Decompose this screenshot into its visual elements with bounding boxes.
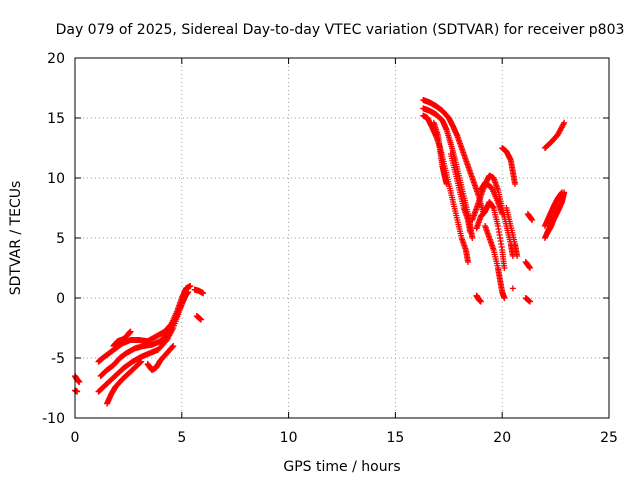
y-tick-label: 5 [56, 231, 65, 247]
y-tick-label: 10 [47, 171, 65, 187]
data-series-track [104, 358, 145, 407]
data-point-plus [501, 265, 508, 271]
data-series-track [72, 373, 83, 385]
y-tick-label: -10 [42, 411, 65, 427]
y-tick-label: 15 [47, 111, 65, 127]
data-series-track [522, 295, 533, 305]
data-series-track [72, 387, 81, 395]
data-point-plus [556, 201, 563, 208]
data-point-plus [469, 235, 476, 241]
data-point-plus [200, 290, 207, 297]
y-axis-label: SDTVAR / TECUs [8, 181, 24, 296]
data-point-plus [526, 298, 533, 305]
x-tick-label: 20 [493, 430, 511, 446]
data-point-plus [467, 229, 474, 235]
data-point-plus [76, 379, 83, 385]
data-point-plus [169, 343, 176, 350]
data-point-plus [465, 259, 472, 265]
x-tick-label: 15 [386, 430, 404, 446]
data-series-track [110, 328, 134, 349]
y-tick-label: -5 [51, 351, 65, 367]
data-series-track [524, 211, 536, 223]
data-point-plus [514, 253, 521, 259]
axis-ticks [74, 57, 610, 419]
data-point-plus [138, 358, 145, 365]
data-series-track [430, 119, 450, 187]
data-series-track [499, 145, 519, 187]
data-point-plus [499, 211, 506, 217]
y-tick-label: 0 [56, 291, 65, 307]
data-series-track [95, 283, 194, 365]
data-point-plus [443, 181, 450, 187]
data-point-plus [512, 181, 519, 187]
x-tick-label: 10 [280, 430, 298, 446]
data-series-track [144, 343, 177, 373]
data-series-track [477, 179, 506, 217]
data-series-track [447, 151, 474, 235]
x-axis-label: GPS time / hours [283, 459, 400, 475]
data-point-plus [501, 295, 508, 301]
data-series-track [541, 189, 566, 229]
data-series-track [544, 201, 563, 237]
data-point-plus [561, 119, 568, 126]
x-tick-label: 5 [177, 430, 186, 446]
data-point-plus [526, 265, 533, 271]
data-series-track [473, 292, 484, 305]
data-series-track [522, 259, 533, 271]
data-series-track [482, 223, 508, 301]
data-point-plus [477, 298, 484, 305]
grid-lines [75, 58, 609, 418]
data-point-plus [198, 316, 205, 323]
y-tick-label: 20 [47, 51, 65, 67]
data-point-plus [170, 343, 177, 349]
data-series-track [193, 313, 205, 323]
data-point-plus [529, 217, 536, 223]
data-series-track [97, 291, 190, 379]
chart-title: Day 079 of 2025, Sidereal Day-to-day VTE… [56, 22, 625, 38]
y-tick-labels: -10 -5 0 5 10 15 20 [42, 51, 65, 427]
data-point-plus [183, 291, 190, 298]
data-point-plus [137, 359, 144, 366]
data-series-track [420, 97, 486, 215]
data-series-track [473, 199, 508, 271]
data-point-plus [559, 189, 566, 196]
data-point-plus [187, 283, 194, 289]
x-tick-label: 0 [71, 430, 80, 446]
data-point-plus [509, 285, 516, 292]
x-tick-label: 25 [600, 430, 618, 446]
data-series-track [509, 285, 516, 292]
data-series-track [541, 119, 568, 151]
data-points [72, 97, 568, 407]
x-tick-labels: 0 5 10 15 20 25 [71, 430, 618, 446]
data-series-track [503, 205, 521, 259]
data-point-plus [127, 328, 134, 335]
data-series-track [191, 286, 207, 297]
